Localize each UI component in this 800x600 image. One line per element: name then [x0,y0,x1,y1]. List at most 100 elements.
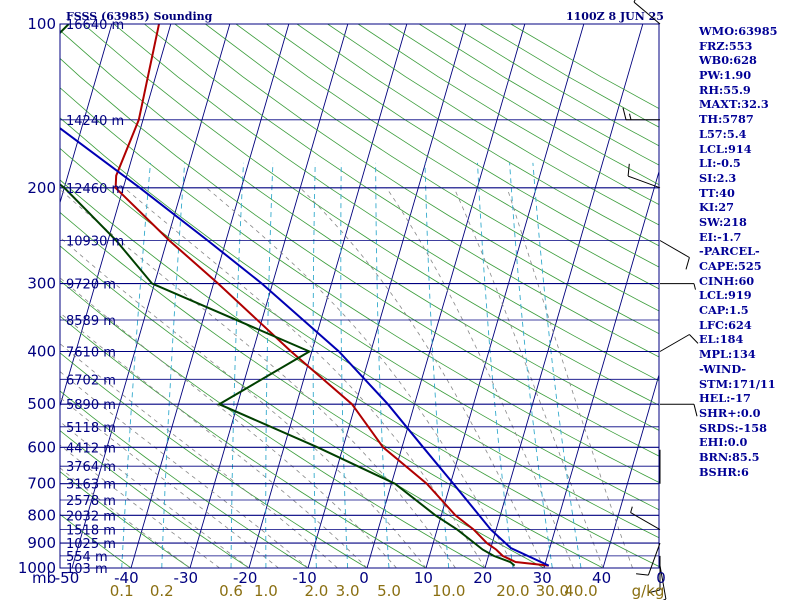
index-value: SI:2.3 [699,170,737,185]
index-value: LCL:919 [699,288,752,303]
moist-adiabat-line [60,444,220,568]
height-label: 16640 m [66,18,124,33]
height-label: 4412 m [66,441,116,456]
index-value: KI:27 [699,200,734,215]
mixing-ratio-unit: g/kg [632,582,665,600]
index-value: SW:218 [699,214,747,229]
plot-frame [59,23,660,569]
moist-adiabat-line [300,187,545,568]
moist-adiabat-line [60,343,338,568]
index-value: EL:184 [699,332,744,347]
mixing-ratio-label: 1.0 [254,582,278,600]
wind-barb-flag [633,0,636,3]
index-value: STM:171/11 [699,376,776,391]
wind-barb-flag [693,404,698,417]
mixing-ratio-line [312,162,317,568]
temperature-tick-label: 0 [656,569,666,587]
height-label: 2032 m [66,509,116,524]
wind-barb-stem [659,334,690,352]
mixing-ratio-label: 10.0 [432,582,465,600]
pressure-tick-label: 500 [27,395,56,413]
height-label: 1518 m [66,524,116,539]
mixing-ratio-label: 40.0 [564,582,597,600]
wind-barb-stem [647,542,661,576]
wind-barb-flag [636,573,649,576]
temperature-tick-label: -20 [233,569,258,587]
pressure-units-label: mb [32,569,56,587]
height-label: 9720 m [66,278,116,293]
index-value: CAP:1.5 [699,303,749,318]
pressure-tick-label: 600 [27,438,56,456]
wind-barb [627,163,661,189]
height-label: 5890 m [66,398,116,413]
wind-barb-flag [627,163,630,177]
mixing-ratio-label: 0.1 [110,582,134,600]
moist-adiabat-line [506,187,633,568]
wind-barb-flag [630,506,633,513]
index-value: RH:55.9 [699,82,751,97]
height-label: 5118 m [66,421,116,436]
index-value: WMO:63985 [699,24,778,38]
temperature-tick-label: 40 [592,569,611,587]
height-label: 8589 m [66,314,116,329]
pressure-tick-label: 800 [27,506,56,524]
height-label: 2578 m [66,494,116,509]
wind-barb-flag [647,589,661,594]
mixing-ratio-line [230,162,244,568]
height-label: 7610 m [66,346,116,361]
temperature-tick-label: 0 [359,569,369,587]
temperature-tick-label: 30 [533,569,552,587]
temperature-tick-label: -40 [114,569,139,587]
temperature-trace [114,24,549,567]
wind-barb-stem [633,1,661,25]
wind-barb [660,403,698,417]
index-value: -PARCEL- [699,244,760,259]
temperature-tick-label: -50 [55,569,80,587]
mixing-ratio-label: 5.0 [377,582,401,600]
mixing-ratio-line [509,162,553,568]
mixing-ratio-line [121,162,151,568]
temperature-tick-label: -10 [292,569,317,587]
wind-barb [659,240,690,270]
index-value: LI:-0.5 [699,156,741,171]
height-label: 14240 m [66,114,124,129]
wind-barb-stem [630,512,661,531]
height-label: 10930 m [66,235,124,250]
moist-adiabat-line [60,312,368,568]
mixing-ratio-line [532,162,582,568]
index-value: WB0:628 [699,53,757,68]
moist-adiabat-line [60,467,191,568]
mixing-ratio-label: 0.6 [219,582,243,600]
mixing-ratio-line [161,162,186,568]
mixing-ratio-label: 2.0 [304,582,328,600]
wind-barb-flag [689,334,699,344]
index-value: FRZ:553 [699,38,753,53]
indices-panel: WMO:63985 FRZ:553 WB0:628 PW:1.90 RH:55.9 MAX… [699,24,800,479]
wind-barb-flag [693,283,696,290]
pressure-tick-label: 200 [27,179,56,197]
index-value: EI:-1.7 [699,229,742,244]
index-value: LFC:624 [699,317,752,332]
index-value: CINH:60 [699,273,755,288]
wind-barb-stem [659,565,667,600]
pressure-tick-label: 1000 [18,559,56,577]
index-value: BSHR:6 [699,464,749,479]
moist-adiabat-line [60,236,427,568]
height-label: 1025 m [66,537,116,552]
mixing-ratio-line [375,162,390,568]
height-label: 12460 m [66,182,124,197]
pressure-tick-label: 300 [27,275,56,293]
wind-barb [622,107,660,121]
index-value: CAPE:525 [699,259,762,273]
pressure-tick-label: 900 [27,534,56,552]
height-label: 103 m [66,562,108,577]
index-value: LCL:914 [699,141,752,156]
wind-barb-flag [629,113,632,120]
plot-background [60,24,659,568]
index-value: MAXT:32.3 [699,97,769,112]
index-value: EHI:0.0 [699,435,748,450]
pressure-tick-label: 700 [27,475,56,493]
index-value: BRN:85.5 [699,449,760,464]
chart-time: 1100Z 8 JUN 25 [566,10,664,23]
index-value: TT:40 [699,185,735,200]
